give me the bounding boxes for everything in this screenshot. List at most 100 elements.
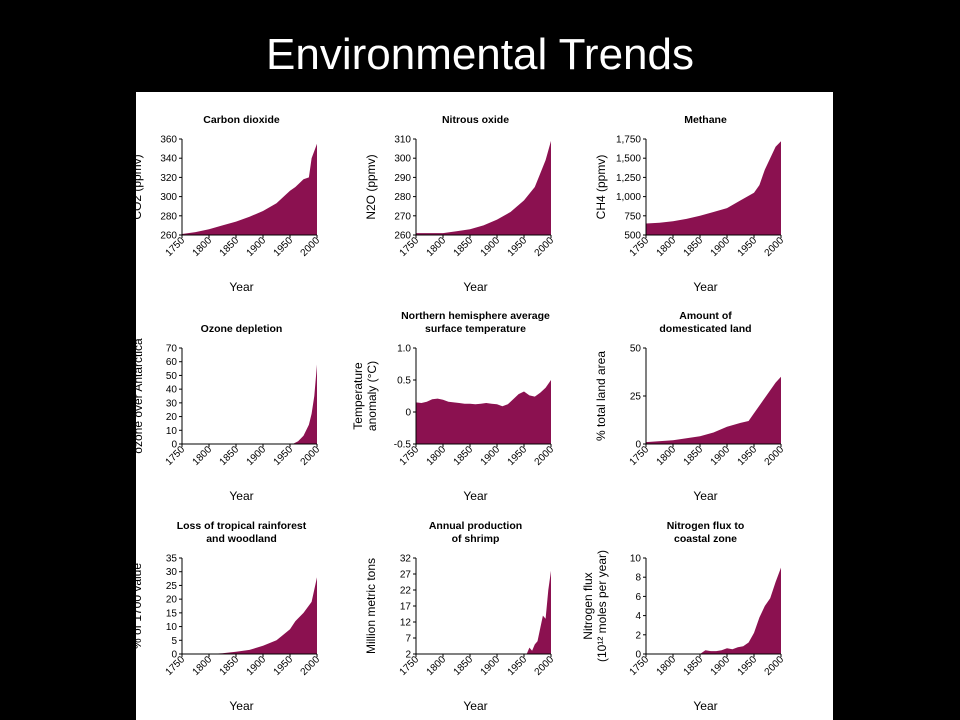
chart-panel-7: 0 5 10 15 20 25 30 35 1750 1800 1850 1900 1950 2000 Ye… [136,520,322,713]
x-tick-label: 2000 [299,444,323,468]
chart-title: Nitrous oxide [442,114,509,126]
y-tick-label: 290 [394,173,411,184]
chart-title: Ozone depletion [201,323,283,335]
x-tick-label: 2000 [763,444,787,468]
x-tick-label: 1850 [452,654,476,678]
y-tick-label: 15 [166,608,178,619]
y-tick-label: 27 [400,570,412,581]
y-tick-label: 260 [394,231,411,242]
y-tick-label: 500 [624,231,641,242]
y-tick-label: 8 [635,573,641,584]
x-tick-label: 1850 [452,235,476,259]
x-tick-label: 1800 [191,444,215,468]
chart-title: of shrimp [452,533,500,545]
y-tick-label: 1,000 [616,192,641,203]
x-tick-label: 1750 [164,444,188,468]
y-tick-label: 310 [394,135,411,146]
y-tick-label: 2 [635,630,641,641]
x-tick-label: 1800 [191,235,215,259]
x-tick-label: 1850 [682,235,706,259]
slide-title: Environmental Trends [266,30,694,79]
y-tick-label: 7 [405,634,411,645]
y-tick-label: 280 [394,192,411,203]
x-axis-label: Year [693,280,717,294]
area-series [646,567,781,654]
x-tick-label: 1800 [655,235,679,259]
x-tick-label: 1900 [245,235,269,259]
y-tick-label: 20 [166,412,178,423]
y-axis-label: N2O (ppmv) [364,154,378,219]
y-tick-label: 260 [160,231,177,242]
y-tick-label: 320 [160,173,177,184]
x-tick-label: 1950 [736,654,760,678]
x-tick-label: 1850 [682,444,706,468]
y-tick-label: 25 [630,392,642,403]
x-tick-label: 1800 [425,444,449,468]
x-tick-label: 1950 [736,235,760,259]
x-axis-label: Year [463,489,487,503]
y-axis-label: % total land area [594,351,608,441]
x-tick-label: 1950 [506,654,530,678]
x-tick-label: 2000 [299,235,323,259]
chart-title: Amount of [679,310,732,322]
chart-panel-4: 0 10 20 30 40 50 60 70 1750 1800 1850 1900 1950 2000 Y… [136,323,322,503]
y-tick-label: 6 [635,592,641,603]
x-tick-label: 1750 [164,654,188,678]
y-tick-label: 0 [635,650,641,661]
x-tick-label: 1750 [628,654,652,678]
x-axis-label: Year [463,280,487,294]
x-axis-label: Year [463,699,487,713]
x-tick-label: 1850 [218,444,242,468]
y-tick-label: 280 [160,211,177,222]
x-tick-label: 1800 [425,654,449,678]
y-tick-label: 1.0 [397,344,411,355]
x-tick-label: 1900 [479,235,503,259]
y-tick-label: 340 [160,154,177,165]
x-tick-label: 1850 [452,444,476,468]
chart-panel-6: 0 25 50 1750 1800 1850 1900 1950 2000 Year Amount … [594,310,786,503]
y-tick-label: 22 [400,586,412,597]
area-series [182,143,317,235]
y-tick-label: 17 [400,602,412,613]
y-tick-label: 5 [171,636,177,647]
y-axis-label: CO2 (ppmv) [136,154,144,219]
x-tick-label: 1950 [272,235,296,259]
y-tick-label: 40 [166,385,178,396]
x-tick-label: 1850 [218,235,242,259]
y-tick-label: 50 [166,371,178,382]
x-tick-label: 2000 [763,235,787,259]
y-axis-label: Nitrogen flux [581,572,595,639]
chart-title: Nitrogen flux to [667,520,745,532]
y-tick-label: 10 [166,426,178,437]
x-tick-label: 1750 [398,654,422,678]
y-tick-label: 2 [405,650,411,661]
x-tick-label: 2000 [533,235,557,259]
y-axis-label: Temperature [351,362,365,430]
x-tick-label: 1950 [506,235,530,259]
y-tick-label: 1,750 [616,135,641,146]
x-tick-label: 1800 [191,654,215,678]
y-axis-label: (10¹² moles per year) [595,550,609,662]
x-tick-label: 1900 [709,654,733,678]
x-tick-label: 1800 [425,235,449,259]
x-tick-label: 2000 [299,654,323,678]
x-tick-label: 1950 [272,654,296,678]
x-axis-label: Year [229,280,253,294]
x-tick-label: 1900 [709,444,733,468]
chart-title: Methane [684,114,727,126]
x-tick-label: 1900 [479,654,503,678]
area-series [416,140,551,235]
chart-title: Carbon dioxide [203,114,280,126]
area-series [416,380,551,444]
x-tick-label: 2000 [763,654,787,678]
area-series [416,570,551,654]
x-tick-label: 1900 [479,444,503,468]
chart-title: Loss of tropical rainforest [177,520,307,532]
y-tick-label: 0 [635,440,641,451]
y-tick-label: 0 [171,440,177,451]
x-tick-label: 1950 [506,444,530,468]
x-tick-label: 1850 [682,654,706,678]
x-tick-label: 1900 [245,444,269,468]
